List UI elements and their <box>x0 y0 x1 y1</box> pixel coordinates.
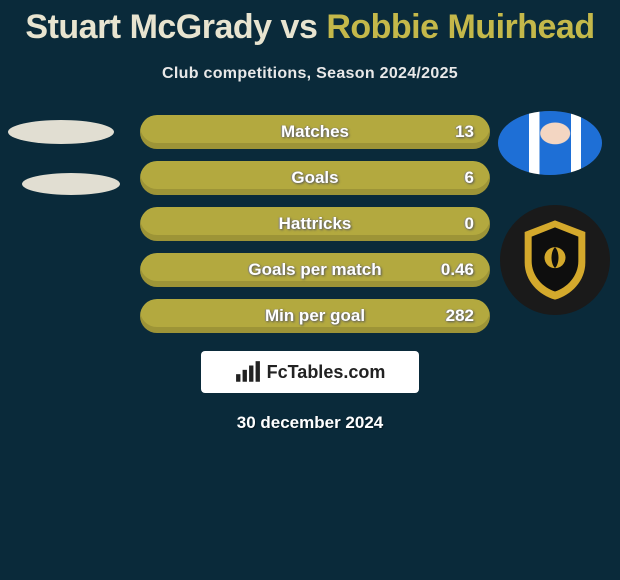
stat-row: Goals per match 0.46 <box>140 253 490 287</box>
stat-value: 6 <box>465 168 474 188</box>
player1-placeholder-bottom <box>22 173 120 195</box>
stat-row: Min per goal 282 <box>140 299 490 333</box>
stat-value: 0.46 <box>441 260 474 280</box>
player2-club-crest <box>500 205 610 315</box>
stat-row: Matches 13 <box>140 115 490 149</box>
stat-metric: Goals <box>291 168 338 188</box>
stat-value: 282 <box>446 306 474 326</box>
stat-value: 13 <box>455 122 474 142</box>
stat-row: Goals 6 <box>140 161 490 195</box>
source-brand[interactable]: FcTables.com <box>201 351 419 393</box>
stat-metric: Matches <box>281 122 349 142</box>
stat-metric: Goals per match <box>248 260 381 280</box>
season-subtitle: Club competitions, Season 2024/2025 <box>0 65 620 83</box>
player2-name: Robbie Muirhead <box>326 8 594 46</box>
bar-chart-icon <box>235 361 261 383</box>
comparison-arena: Matches 13 Goals 6 Hattricks 0 Goals per… <box>0 115 620 333</box>
stat-metric: Hattricks <box>279 214 352 234</box>
stat-row: Hattricks 0 <box>140 207 490 241</box>
stat-metric: Min per goal <box>265 306 365 326</box>
stat-value: 0 <box>465 214 474 234</box>
brand-text: FcTables.com <box>267 362 386 383</box>
vs-separator: vs <box>281 8 318 46</box>
player2-photo <box>498 111 602 175</box>
date-stamp: 30 december 2024 <box>0 413 620 433</box>
stat-bars: Matches 13 Goals 6 Hattricks 0 Goals per… <box>140 115 490 333</box>
player1-placeholder-top <box>8 120 114 144</box>
comparison-title: Stuart McGrady vs Robbie Muirhead <box>0 0 620 47</box>
player1-name: Stuart McGrady <box>25 8 271 46</box>
shield-icon <box>519 218 591 302</box>
